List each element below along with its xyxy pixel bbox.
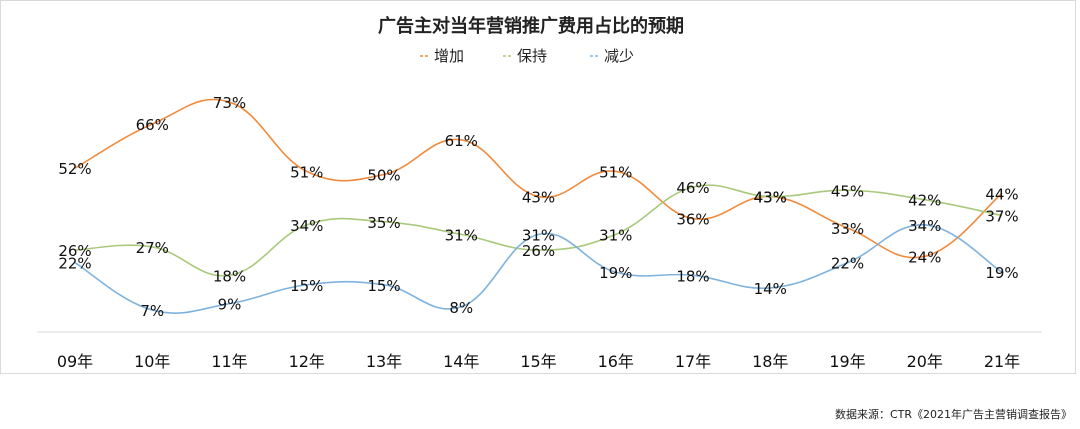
data-label-s0-1: 66% bbox=[136, 116, 169, 134]
data-label-s2-6: 31% bbox=[522, 226, 555, 244]
x-tick-5: 14年 bbox=[443, 352, 479, 371]
data-label-s1-7: 31% bbox=[599, 226, 632, 244]
x-tick-9: 18年 bbox=[752, 352, 788, 371]
data-label-s1-0: 26% bbox=[58, 242, 91, 260]
data-label-s2-9: 14% bbox=[754, 280, 787, 298]
data-label-s2-12: 19% bbox=[985, 264, 1018, 282]
x-tick-0: 09年 bbox=[57, 352, 93, 371]
series-line-1 bbox=[74, 184, 1003, 277]
data-label-s1-10: 45% bbox=[831, 182, 864, 200]
legend: 增加 保持 减少 bbox=[420, 47, 634, 65]
data-label-s1-1: 27% bbox=[136, 239, 169, 257]
data-label-s1-3: 34% bbox=[290, 217, 323, 235]
data-label-s1-11: 42% bbox=[908, 192, 941, 210]
chart-title: 广告主对当年营销推广费用占比的预期 bbox=[378, 15, 684, 37]
data-label-s2-8: 18% bbox=[676, 267, 709, 285]
data-label-s2-2: 9% bbox=[218, 296, 242, 314]
data-label-layer: 52% 66% 73% 51% 50% 61% 43% 51% 36% 43% 33% 24% 44% 2… bbox=[58, 94, 1018, 320]
data-label-s0-7: 51% bbox=[599, 163, 632, 181]
data-label-s2-11: 34% bbox=[908, 217, 941, 235]
data-label-s2-7: 19% bbox=[599, 264, 632, 282]
data-label-s1-9: 43% bbox=[754, 189, 787, 207]
data-label-s0-8: 36% bbox=[676, 211, 709, 229]
data-label-s0-3: 51% bbox=[290, 163, 323, 181]
legend-label-1: 保持 bbox=[517, 47, 547, 65]
series-layer bbox=[74, 98, 1003, 314]
data-label-s1-4: 35% bbox=[367, 214, 400, 232]
data-label-s2-10: 22% bbox=[831, 255, 864, 273]
data-label-s0-10: 33% bbox=[831, 220, 864, 238]
x-tick-1: 10年 bbox=[134, 352, 170, 371]
data-label-s2-0: 22% bbox=[58, 255, 91, 273]
x-tick-11: 20年 bbox=[907, 352, 943, 371]
data-label-s2-3: 15% bbox=[290, 277, 323, 295]
data-label-s1-5: 31% bbox=[445, 226, 478, 244]
x-tick-7: 16年 bbox=[598, 352, 634, 371]
data-label-s2-4: 15% bbox=[367, 277, 400, 295]
data-label-s1-8: 46% bbox=[676, 179, 709, 197]
data-label-s0-9: 43% bbox=[754, 189, 787, 207]
data-label-s1-12: 37% bbox=[985, 207, 1018, 225]
data-label-s2-1: 7% bbox=[140, 302, 164, 320]
data-label-s0-5: 61% bbox=[445, 132, 478, 150]
x-tick-2: 11年 bbox=[211, 352, 247, 371]
x-tick-8: 17年 bbox=[675, 352, 711, 371]
data-label-s0-2: 73% bbox=[213, 94, 246, 112]
data-label-s1-6: 26% bbox=[522, 242, 555, 260]
series-line-0 bbox=[74, 98, 1003, 259]
chart-frame bbox=[0, 0, 1076, 374]
data-label-s0-11: 24% bbox=[908, 248, 941, 266]
data-label-s2-5: 8% bbox=[449, 299, 473, 317]
data-label-s0-12: 44% bbox=[985, 185, 1018, 203]
x-tick-4: 13年 bbox=[366, 352, 402, 371]
x-tick-layer: 09年 10年 11年 12年 13年 14年 15年 16年 17年 18年 19年 20年 21年 bbox=[57, 352, 1020, 371]
data-label-s0-0: 52% bbox=[58, 160, 91, 178]
data-label-s0-4: 50% bbox=[367, 167, 400, 185]
x-tick-3: 12年 bbox=[289, 352, 325, 371]
legend-label-2: 减少 bbox=[604, 47, 634, 65]
x-tick-10: 19年 bbox=[829, 352, 865, 371]
x-tick-6: 15年 bbox=[520, 352, 556, 371]
data-label-s0-6: 43% bbox=[522, 189, 555, 207]
legend-label-0: 增加 bbox=[434, 47, 464, 65]
series-line-2 bbox=[74, 224, 1003, 314]
x-tick-12: 21年 bbox=[984, 352, 1020, 371]
source-note: 数据来源：CTR《2021年广告主营销调查报告》 bbox=[834, 408, 1072, 421]
data-label-s1-2: 18% bbox=[213, 267, 246, 285]
